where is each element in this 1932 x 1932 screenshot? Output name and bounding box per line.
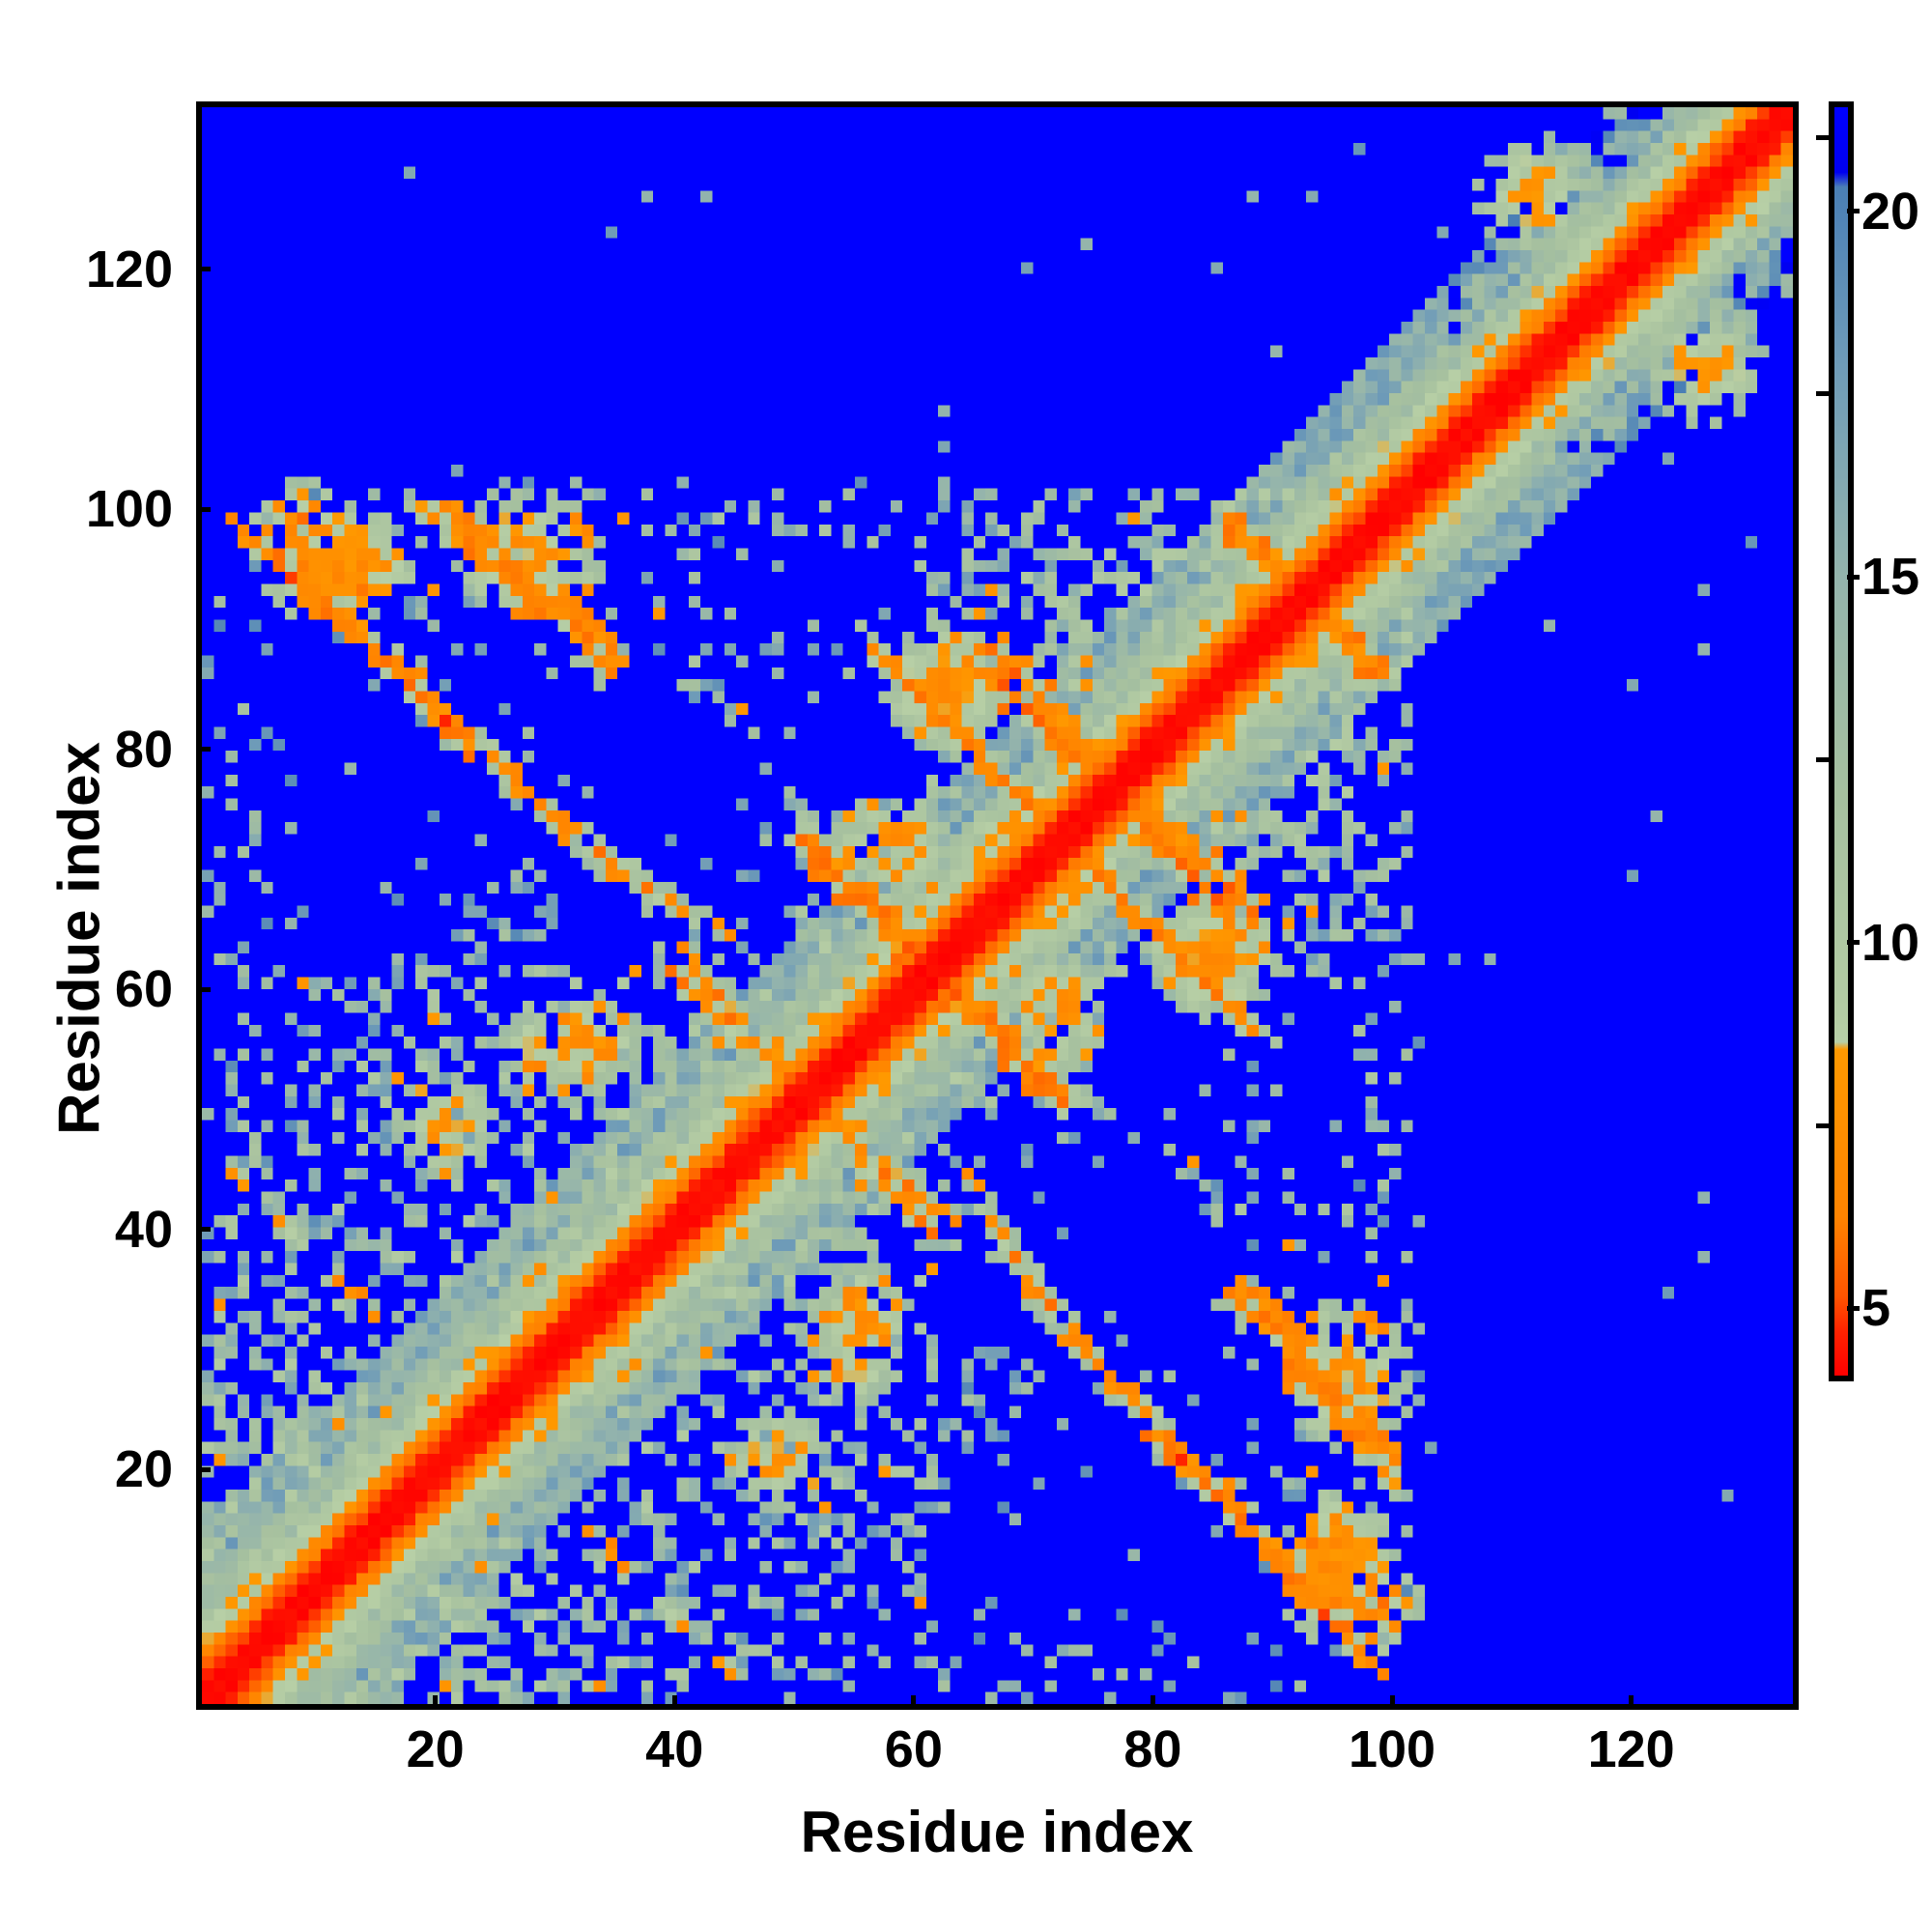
colorbar-minor-tick	[1816, 135, 1829, 141]
x-tick-40	[671, 1695, 677, 1710]
colorbar-tick-5	[1847, 1305, 1860, 1311]
x-tick-label-120: 120	[1587, 1720, 1675, 1778]
x-tick-60	[911, 1695, 917, 1710]
y-tick-20	[196, 1466, 211, 1472]
y-tick-60	[196, 986, 211, 992]
x-tick-label-60: 60	[884, 1720, 943, 1778]
x-tick-label-80: 80	[1123, 1720, 1182, 1778]
y-tick-label-60: 60	[114, 960, 173, 1019]
colorbar-minor-tick	[1816, 391, 1829, 397]
x-axis-title: Residue index	[800, 1800, 1194, 1864]
colorbar-gradient	[1834, 107, 1848, 1376]
colorbar-tick-label-5: 5	[1861, 1279, 1891, 1338]
y-tick-40	[196, 1227, 211, 1233]
colorbar-tick-15	[1847, 574, 1860, 580]
colorbar-tick-20	[1847, 209, 1860, 214]
x-tick-80	[1150, 1695, 1155, 1710]
x-tick-label-20: 20	[406, 1720, 465, 1778]
colorbar-minor-tick	[1816, 756, 1829, 762]
colorbar-tick-10	[1847, 940, 1860, 946]
heatmap-plot-area	[196, 101, 1799, 1710]
y-tick-label-100: 100	[85, 480, 173, 539]
colorbar-tick-label-15: 15	[1861, 548, 1920, 607]
distance-map-canvas	[202, 107, 1793, 1704]
x-tick-120	[1629, 1695, 1634, 1710]
colorbar-tick-label-20: 20	[1861, 182, 1920, 241]
colorbar-tick-label-10: 10	[1861, 913, 1920, 972]
colorbar	[1829, 101, 1854, 1381]
x-tick-label-40: 40	[645, 1720, 704, 1778]
x-tick-label-100: 100	[1348, 1720, 1436, 1778]
y-tick-80	[196, 747, 211, 753]
x-tick-100	[1389, 1695, 1395, 1710]
y-tick-label-20: 20	[114, 1440, 173, 1499]
y-tick-label-80: 80	[114, 720, 173, 779]
y-tick-label-40: 40	[114, 1200, 173, 1259]
x-tick-20	[433, 1695, 439, 1710]
y-tick-120	[196, 267, 211, 272]
y-axis-title: Residue index	[46, 742, 112, 1135]
y-tick-100	[196, 506, 211, 512]
y-tick-label-120: 120	[85, 240, 173, 298]
colorbar-minor-tick	[1816, 1122, 1829, 1128]
